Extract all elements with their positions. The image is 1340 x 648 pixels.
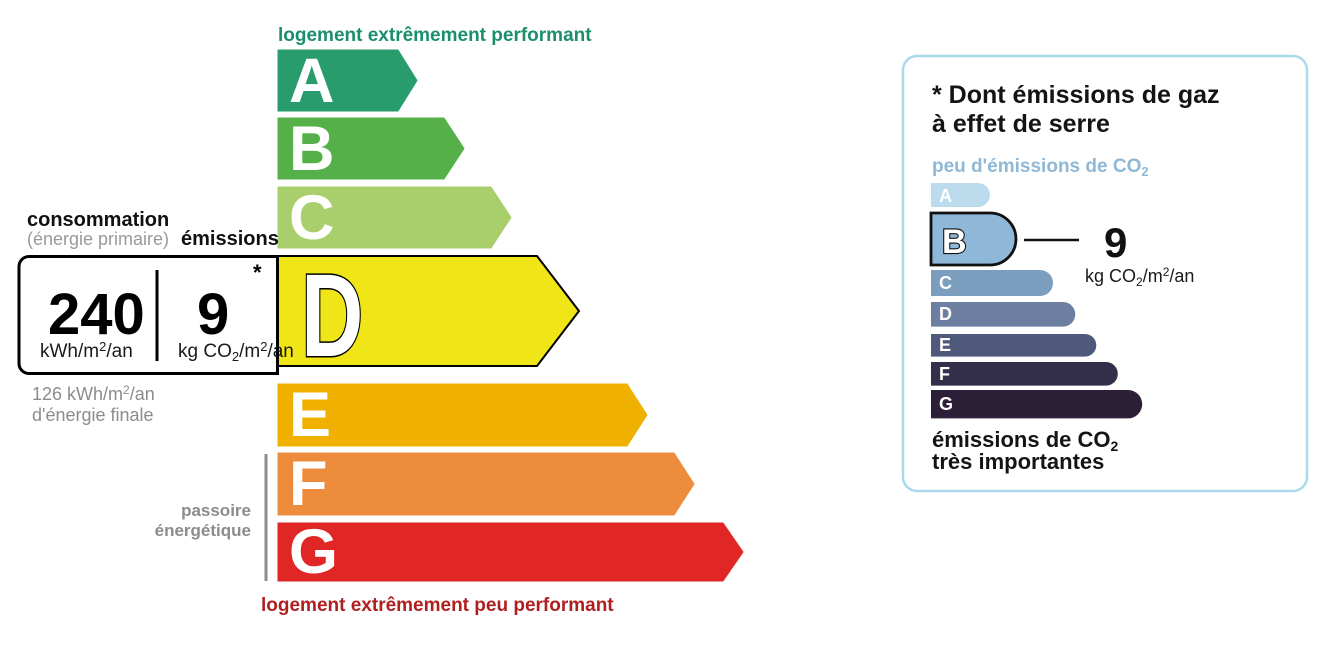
svg-text:consommation: consommation: [27, 209, 169, 231]
svg-text:E: E: [289, 380, 331, 450]
svg-text:240: 240: [48, 282, 145, 347]
svg-text:F: F: [289, 449, 327, 519]
svg-text:9: 9: [1104, 219, 1127, 266]
svg-text:très importantes: très importantes: [932, 449, 1104, 474]
svg-text:passoire: passoire: [181, 501, 251, 520]
svg-text:A: A: [289, 46, 335, 116]
svg-text:logement extrêmement peu perfo: logement extrêmement peu performant: [261, 595, 614, 616]
svg-text:E: E: [939, 335, 951, 355]
svg-text:*: *: [253, 260, 262, 285]
svg-text:kWh/m2/an: kWh/m2/an: [40, 339, 133, 362]
svg-text:F: F: [939, 364, 950, 384]
svg-text:* Dont émissions de gaz: * Dont émissions de gaz: [932, 81, 1220, 109]
svg-text:B: B: [942, 223, 967, 261]
svg-text:peu d'émissions de CO2: peu d'émissions de CO2: [932, 156, 1149, 179]
svg-text:9: 9: [197, 282, 229, 347]
svg-text:C: C: [939, 273, 952, 293]
svg-text:G: G: [289, 517, 338, 587]
svg-text:(énergie primaire): (énergie primaire): [27, 229, 169, 249]
svg-text:A: A: [939, 186, 952, 206]
svg-text:B: B: [289, 114, 335, 184]
svg-text:d'énergie finale: d'énergie finale: [32, 405, 154, 425]
svg-text:énergétique: énergétique: [155, 521, 251, 540]
svg-text:D: D: [939, 304, 952, 324]
svg-text:C: C: [289, 183, 335, 253]
svg-text:logement extrêmement performan: logement extrêmement performant: [278, 25, 592, 46]
svg-text:126 kWh/m2/an: 126 kWh/m2/an: [32, 383, 155, 404]
svg-text:à effet de serre: à effet de serre: [932, 110, 1110, 138]
svg-text:émissions: émissions: [181, 228, 279, 250]
svg-text:D: D: [301, 249, 363, 382]
svg-text:G: G: [939, 394, 953, 414]
